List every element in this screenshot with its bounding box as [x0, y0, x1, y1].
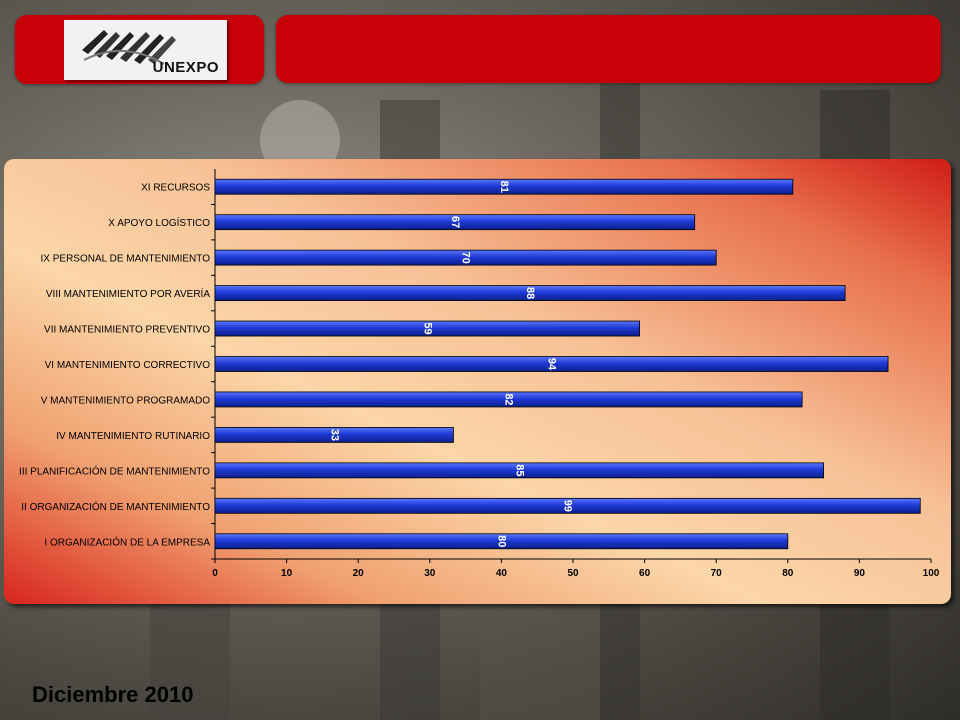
category-label: I ORGANIZACIÓN DE LA EMPRESA — [44, 535, 210, 548]
category-label: VIII MANTENIMIENTO POR AVERÍA — [46, 287, 210, 300]
category-label: IV MANTENIMIENTO RUTINARIO — [56, 431, 210, 442]
x-tick-label: 0 — [212, 568, 218, 579]
category-label: III PLANIFICACIÓN DE MANTENIMIENTO — [19, 464, 210, 477]
x-tick-label: 100 — [923, 568, 940, 579]
bar-data-label: 80 — [495, 535, 507, 547]
header-title-banner — [276, 15, 941, 83]
bar-data-label: 94 — [546, 358, 558, 371]
bar — [214, 320, 640, 337]
bar-data-label: 81 — [498, 181, 510, 193]
x-tick-label: 80 — [782, 568, 794, 579]
category-label: X APOYO LOGÍSTICO — [108, 216, 210, 229]
x-tick-label: 50 — [567, 568, 579, 579]
category-label: V MANTENIMIENTO PROGRAMADO — [41, 395, 210, 406]
bar-data-label: 85 — [513, 464, 525, 476]
logo-text: UNEXPO — [152, 59, 219, 76]
category-label: XI RECURSOS — [141, 183, 210, 194]
bar-chart: 0 10 20 30 40 50 60 70 80 90 100 I ORGANIZACIÓN DE … — [4, 159, 951, 604]
x-tick-label: 10 — [281, 568, 293, 579]
footer-date: Diciembre 2010 — [32, 682, 194, 707]
bar — [214, 462, 824, 479]
bar-data-label: 88 — [524, 287, 536, 299]
x-tick-label: 40 — [496, 568, 508, 579]
unexpo-logo: UNEXPO — [64, 20, 227, 80]
bar — [214, 533, 789, 550]
x-tick-label: 70 — [711, 568, 723, 579]
bar-data-label: 70 — [460, 252, 472, 264]
category-label: VII MANTENIMIENTO PREVENTIVO — [44, 325, 210, 336]
x-tick-label: 90 — [854, 568, 866, 579]
x-tick-label: 60 — [639, 568, 651, 579]
chart-background — [4, 159, 951, 604]
x-tick-label: 30 — [424, 568, 436, 579]
bar — [214, 285, 846, 301]
bar — [214, 427, 454, 443]
bar-data-label: 67 — [449, 216, 461, 228]
bar — [214, 391, 803, 408]
bar — [214, 249, 717, 266]
bar — [214, 214, 696, 231]
bar — [214, 356, 889, 372]
category-label: II ORGANIZACIÓN DE MANTENIMIENTO — [21, 500, 210, 513]
category-label: VI MANTENIMIENTO CORRECTIVO — [45, 360, 211, 371]
bar — [214, 178, 794, 195]
bar-data-label: 33 — [328, 429, 340, 441]
logo-mark-icon — [82, 30, 176, 65]
bar-data-label: 59 — [421, 322, 433, 334]
bar — [214, 497, 921, 514]
x-tick-label: 20 — [353, 568, 365, 579]
chart-panel: 0 10 20 30 40 50 60 70 80 90 100 I ORGANIZACIÓN DE … — [4, 159, 951, 604]
bar-data-label: 99 — [562, 500, 574, 512]
bar-data-label: 82 — [503, 393, 515, 405]
category-label: IX PERSONAL DE MANTENIMIENTO — [41, 254, 211, 265]
